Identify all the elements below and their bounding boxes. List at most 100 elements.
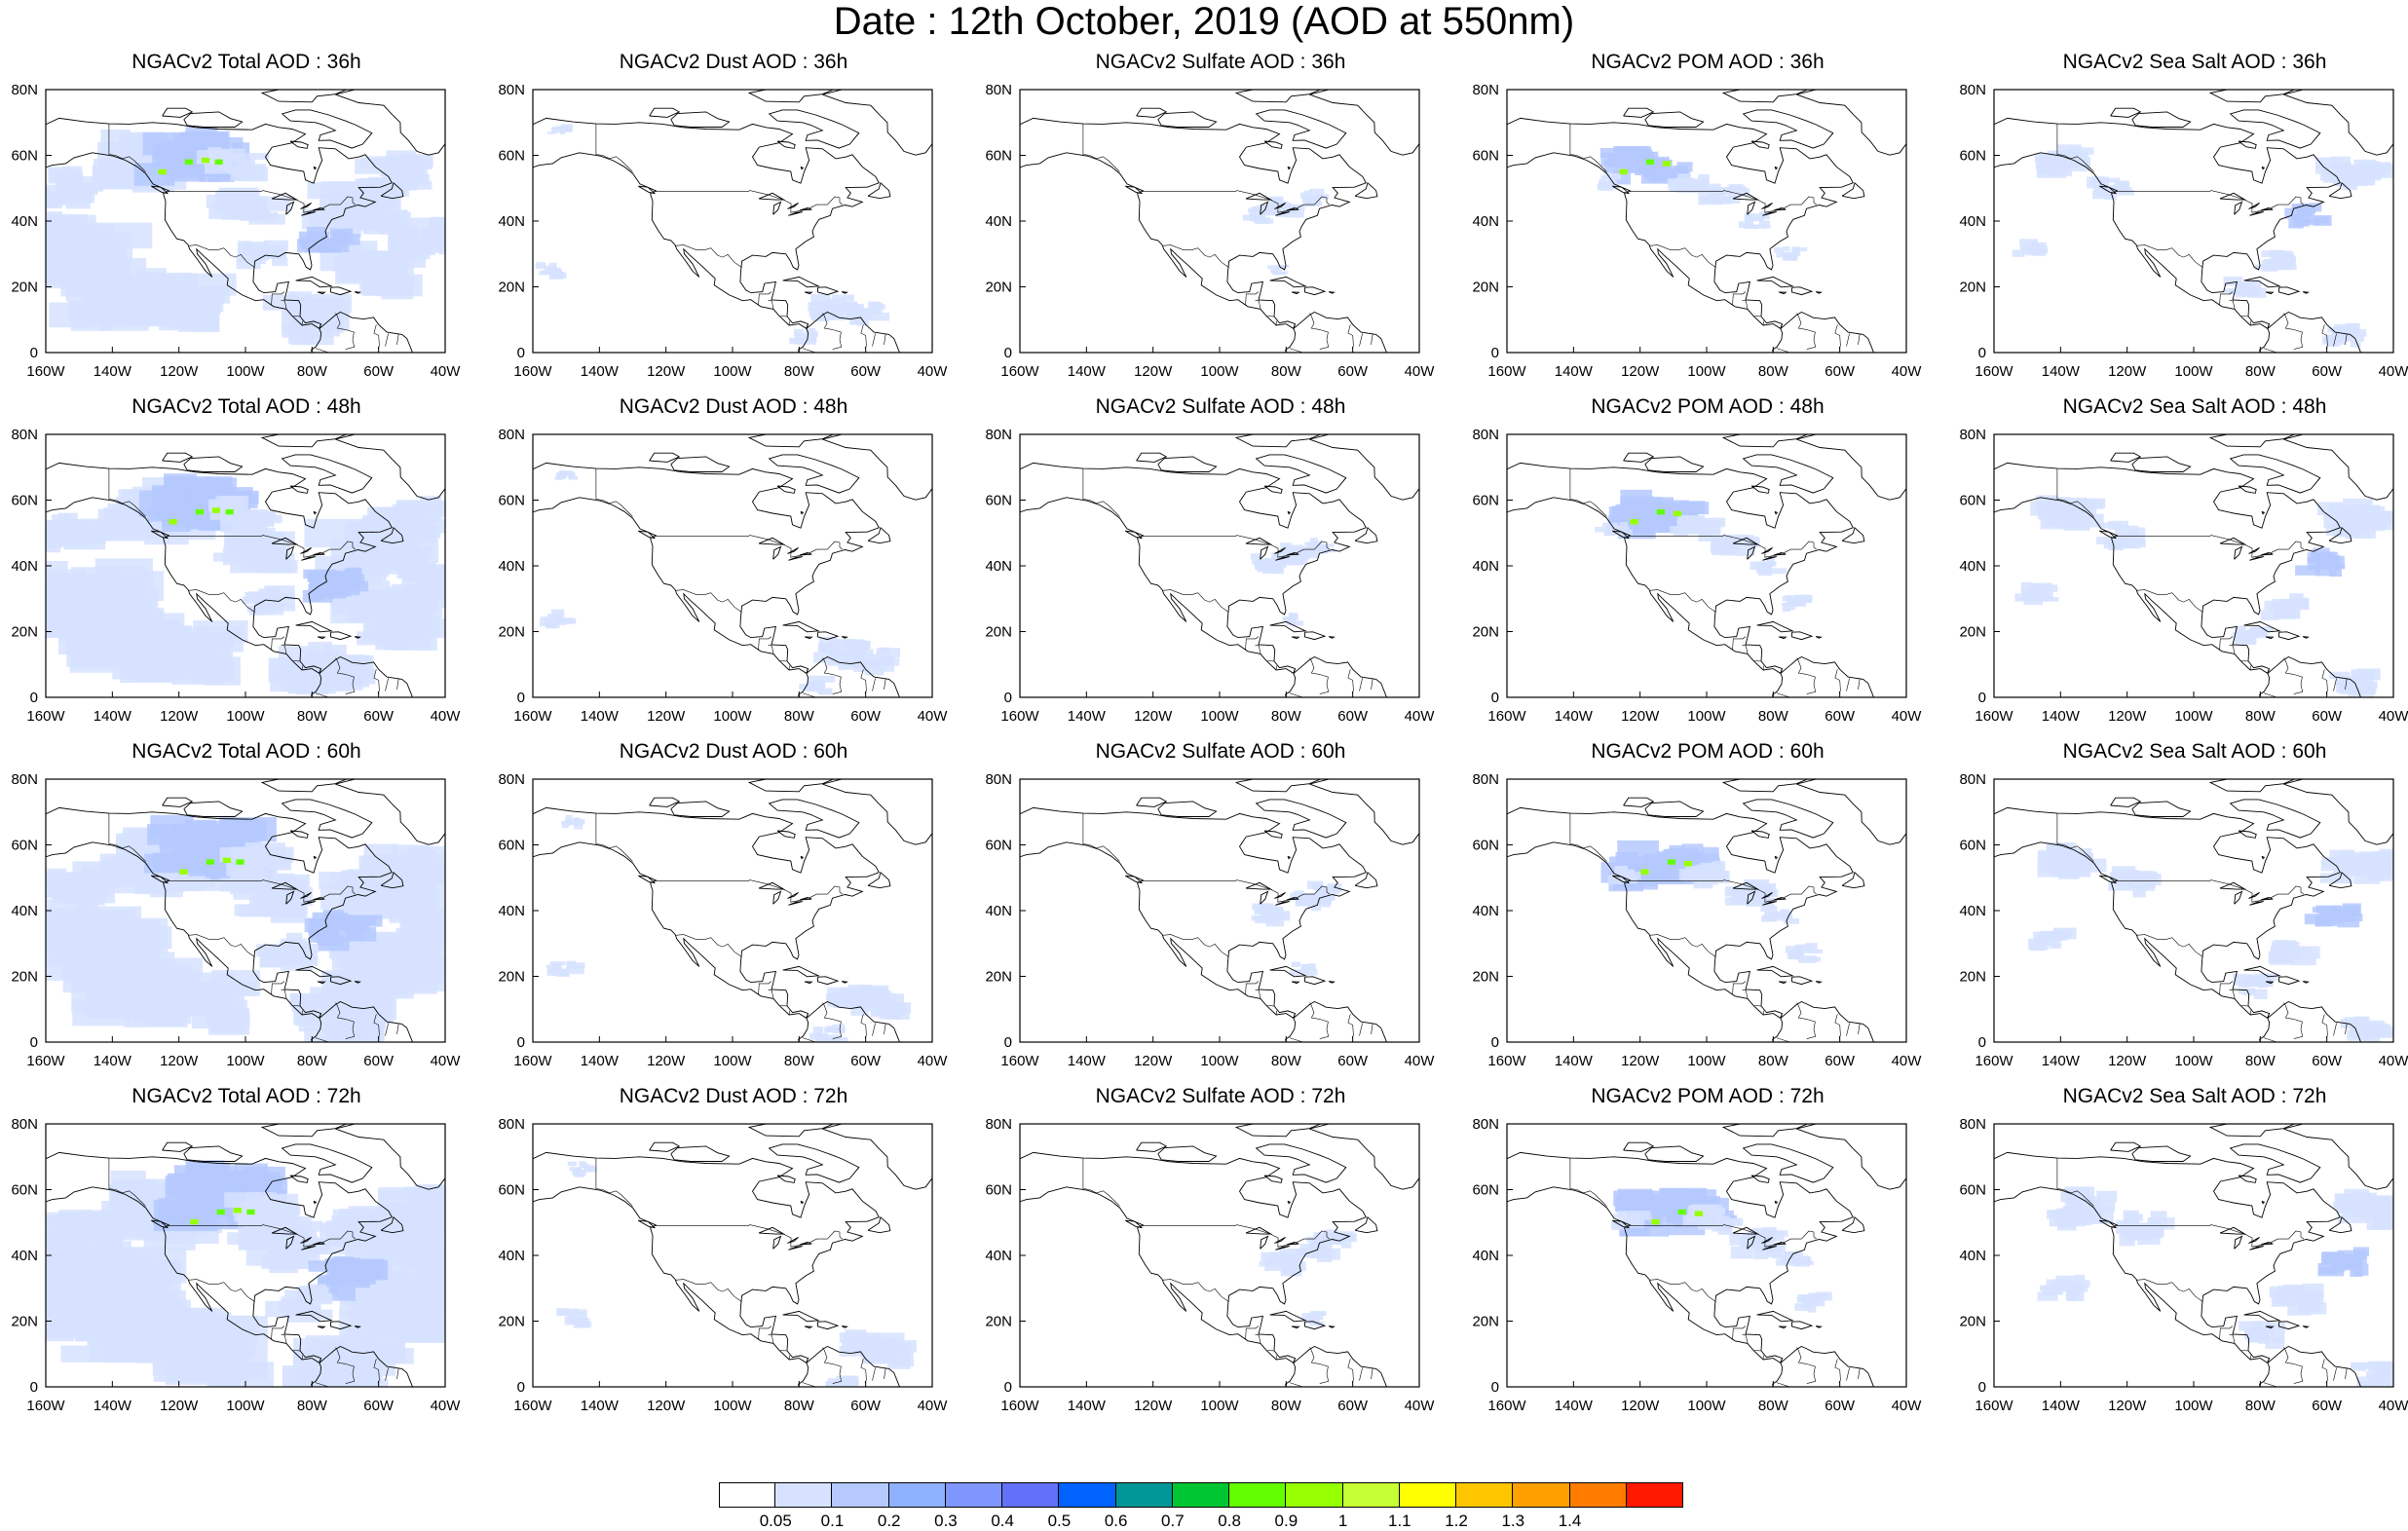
lat-tick-label: 80N	[1472, 1116, 1499, 1133]
panel-title: NGACv2 Sulfate AOD : 48h	[1095, 395, 1346, 418]
panel-title: NGACv2 Sea Salt AOD : 48h	[2062, 395, 2327, 418]
coastlines	[46, 779, 445, 1042]
lat-tick-label: 0	[30, 345, 38, 361]
aod-field	[1597, 146, 1808, 261]
panel-title: NGACv2 POM AOD : 36h	[1591, 51, 1825, 73]
lat-tick-label: 60N	[1472, 493, 1499, 509]
map-panel-total-36h: NGACv2 Total AOD : 36h 80N 60N 40N 20N 0 160W 1…	[0, 51, 487, 392]
colorbar-frame	[719, 1482, 1683, 1508]
lat-tick-label: 80N	[1472, 771, 1499, 788]
lon-tick-label: 120W	[1134, 1053, 1173, 1069]
colorbar-label: 0.6	[1104, 1512, 1128, 1530]
lon-tick-label: 60W	[363, 708, 395, 725]
aod-field	[2012, 144, 2393, 348]
lon-tick-label: 80W	[1758, 1053, 1789, 1069]
map-plot: 80N 60N 40N 20N 0 160W 140W 120W 100W 80W 60W 40W	[1472, 82, 1922, 380]
lon-tick-label: 160W	[1975, 1053, 2013, 1069]
lon-tick-label: 120W	[647, 1398, 686, 1414]
coastlines	[533, 90, 932, 353]
colorbar-label: 0.05	[759, 1512, 792, 1530]
map-panel-total-60h: NGACv2 Total AOD : 60h 80N 60N 40N 20N 0 160W 1…	[0, 740, 487, 1081]
coastlines	[1020, 1124, 1419, 1387]
lon-tick-label: 80W	[1271, 708, 1302, 725]
lon-tick-label: 160W	[26, 1053, 65, 1069]
lon-tick-label: 40W	[431, 363, 462, 380]
map-panel-pom-60h: NGACv2 POM AOD : 60h 80N 60N 40N 20N 0 160W 140…	[1461, 740, 1948, 1081]
lon-tick-label: 80W	[784, 1053, 815, 1069]
lat-tick-label: 80N	[11, 771, 38, 788]
aod-hotspot	[233, 1208, 242, 1214]
lat-tick-label: 80N	[498, 82, 525, 98]
lon-tick-label: 80W	[2245, 708, 2276, 725]
lon-tick-label: 80W	[297, 1053, 328, 1069]
map-plot: 80N 60N 40N 20N 0 160W 140W 120W 100W 80W 60W 40W	[985, 82, 1435, 380]
lat-tick-label: 40N	[11, 903, 38, 919]
colorbar: 0.05 0.1 0.2 0.3 0.4 0.5 0.6 0.7 0.8 0.9 1 1.1 1.2 1.…	[719, 1482, 1683, 1530]
lon-tick-label: 40W	[431, 708, 462, 725]
country-borders	[1569, 1158, 1861, 1387]
lon-tick-label: 60W	[850, 363, 882, 380]
colorbar-label: 0.8	[1218, 1512, 1241, 1530]
lat-tick-label: 80N	[1959, 771, 1986, 788]
lon-tick-label: 80W	[1758, 1398, 1789, 1414]
lat-tick-label: 80N	[1472, 82, 1499, 98]
lon-tick-label: 100W	[1687, 1398, 1726, 1414]
colorbar-swatch	[1172, 1482, 1230, 1508]
lon-tick-label: 40W	[2379, 1053, 2408, 1069]
country-borders	[1082, 468, 1373, 697]
lon-tick-label: 140W	[94, 363, 132, 380]
lon-tick-label: 60W	[363, 1053, 395, 1069]
lon-tick-label: 80W	[784, 363, 815, 380]
lat-tick-label: 40N	[1472, 213, 1499, 230]
map-plot: 80N 60N 40N 20N 0 160W 140W 120W 100W 80W 60W 40W	[498, 1116, 948, 1414]
map-panel-seasalt-60h: NGACv2 Sea Salt AOD : 60h 80N 60N 40N 20N 0 16…	[1948, 740, 2408, 1081]
lat-tick-label: 80N	[985, 1116, 1012, 1133]
lat-tick-label: 40N	[1472, 1248, 1499, 1264]
aod-hotspot	[169, 519, 177, 525]
lon-tick-label: 160W	[1000, 363, 1039, 380]
lon-tick-label: 100W	[1687, 708, 1726, 725]
lat-tick-label: 80N	[498, 427, 525, 443]
lon-tick-label: 40W	[2379, 363, 2408, 380]
lon-tick-label: 100W	[1200, 708, 1239, 725]
lon-tick-label: 160W	[1000, 1053, 1039, 1069]
lon-tick-label: 140W	[1068, 1053, 1107, 1069]
lat-tick-label: 20N	[1959, 624, 1986, 641]
aod-hotspot	[214, 159, 223, 165]
map-frame	[1019, 778, 1420, 1043]
lat-tick-label: 40N	[498, 558, 525, 575]
panel-title: NGACv2 Dust AOD : 48h	[619, 395, 848, 418]
coastlines	[1994, 779, 2393, 1042]
lon-tick-label: 120W	[2108, 708, 2147, 725]
map-frame	[1506, 778, 1907, 1043]
panel-title: NGACv2 Total AOD : 36h	[132, 51, 361, 73]
aod-field	[1600, 840, 1824, 963]
lon-tick-label: 100W	[226, 1053, 265, 1069]
country-borders	[1082, 1158, 1373, 1387]
lon-tick-label: 100W	[1200, 1053, 1239, 1069]
lat-tick-label: 80N	[1472, 427, 1499, 443]
lon-tick-label: 40W	[918, 1053, 949, 1069]
aod-hotspot	[1677, 1209, 1686, 1215]
lat-tick-label: 60N	[1959, 838, 1986, 854]
lat-tick-label: 60N	[11, 838, 38, 854]
lon-tick-label: 120W	[647, 708, 686, 725]
lat-tick-label: 20N	[1959, 969, 1986, 986]
map-plot: 80N 60N 40N 20N 0 160W 140W 120W 100W 80W 60W 40W	[11, 427, 462, 725]
map-frame	[1019, 1123, 1420, 1388]
lon-tick-label: 60W	[850, 1053, 882, 1069]
lon-tick-label: 140W	[2042, 363, 2081, 380]
lat-tick-label: 60N	[1472, 1182, 1499, 1199]
colorbar-label: 1.4	[1558, 1512, 1582, 1530]
lat-tick-label: 0	[30, 1379, 38, 1396]
lon-tick-label: 160W	[513, 708, 552, 725]
coastlines	[1020, 779, 1419, 1042]
map-plot: 80N 60N 40N 20N 0 160W 140W 120W 100W 80W 60W 40W	[11, 1116, 461, 1414]
map-plot: 80N 60N 40N 20N 0 160W 140W 120W 100W 80W 60W 40W	[498, 771, 949, 1069]
lat-tick-label: 40N	[1959, 903, 1986, 919]
lon-tick-label: 160W	[1487, 1398, 1526, 1414]
coastlines	[46, 434, 445, 697]
lon-tick-label: 100W	[2174, 363, 2213, 380]
lon-tick-label: 100W	[1687, 1053, 1726, 1069]
lat-tick-label: 20N	[1959, 1314, 1986, 1330]
